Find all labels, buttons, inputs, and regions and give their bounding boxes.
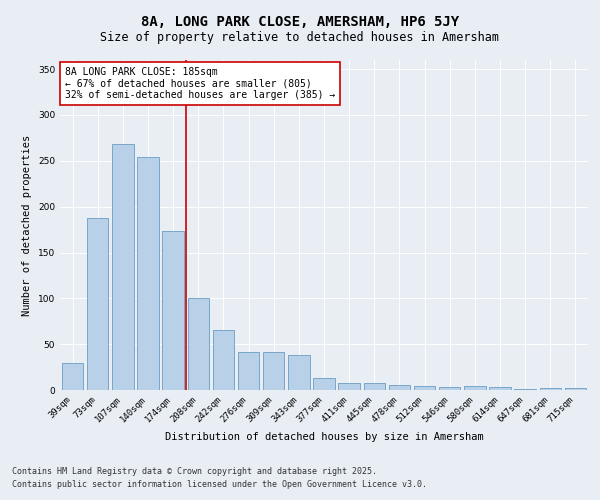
Bar xyxy=(464,386,485,390)
Bar xyxy=(137,157,158,390)
Bar xyxy=(389,386,410,390)
Bar xyxy=(188,298,209,390)
Bar xyxy=(490,387,511,390)
Bar xyxy=(213,330,234,390)
Text: Contains public sector information licensed under the Open Government Licence v3: Contains public sector information licen… xyxy=(12,480,427,489)
Text: 8A LONG PARK CLOSE: 185sqm
← 67% of detached houses are smaller (805)
32% of sem: 8A LONG PARK CLOSE: 185sqm ← 67% of deta… xyxy=(65,66,335,100)
X-axis label: Distribution of detached houses by size in Amersham: Distribution of detached houses by size … xyxy=(164,432,484,442)
Text: 8A, LONG PARK CLOSE, AMERSHAM, HP6 5JY: 8A, LONG PARK CLOSE, AMERSHAM, HP6 5JY xyxy=(141,15,459,29)
Bar xyxy=(414,386,435,390)
Bar xyxy=(313,378,335,390)
Bar xyxy=(539,388,561,390)
Bar xyxy=(62,364,83,390)
Text: Size of property relative to detached houses in Amersham: Size of property relative to detached ho… xyxy=(101,31,499,44)
Bar xyxy=(565,388,586,390)
Bar xyxy=(263,352,284,390)
Bar xyxy=(87,218,109,390)
Y-axis label: Number of detached properties: Number of detached properties xyxy=(22,134,32,316)
Bar xyxy=(514,389,536,390)
Bar xyxy=(364,382,385,390)
Bar xyxy=(238,352,259,390)
Bar xyxy=(439,387,460,390)
Bar xyxy=(112,144,134,390)
Text: Contains HM Land Registry data © Crown copyright and database right 2025.: Contains HM Land Registry data © Crown c… xyxy=(12,467,377,476)
Bar xyxy=(288,355,310,390)
Bar xyxy=(163,230,184,390)
Bar xyxy=(338,382,360,390)
